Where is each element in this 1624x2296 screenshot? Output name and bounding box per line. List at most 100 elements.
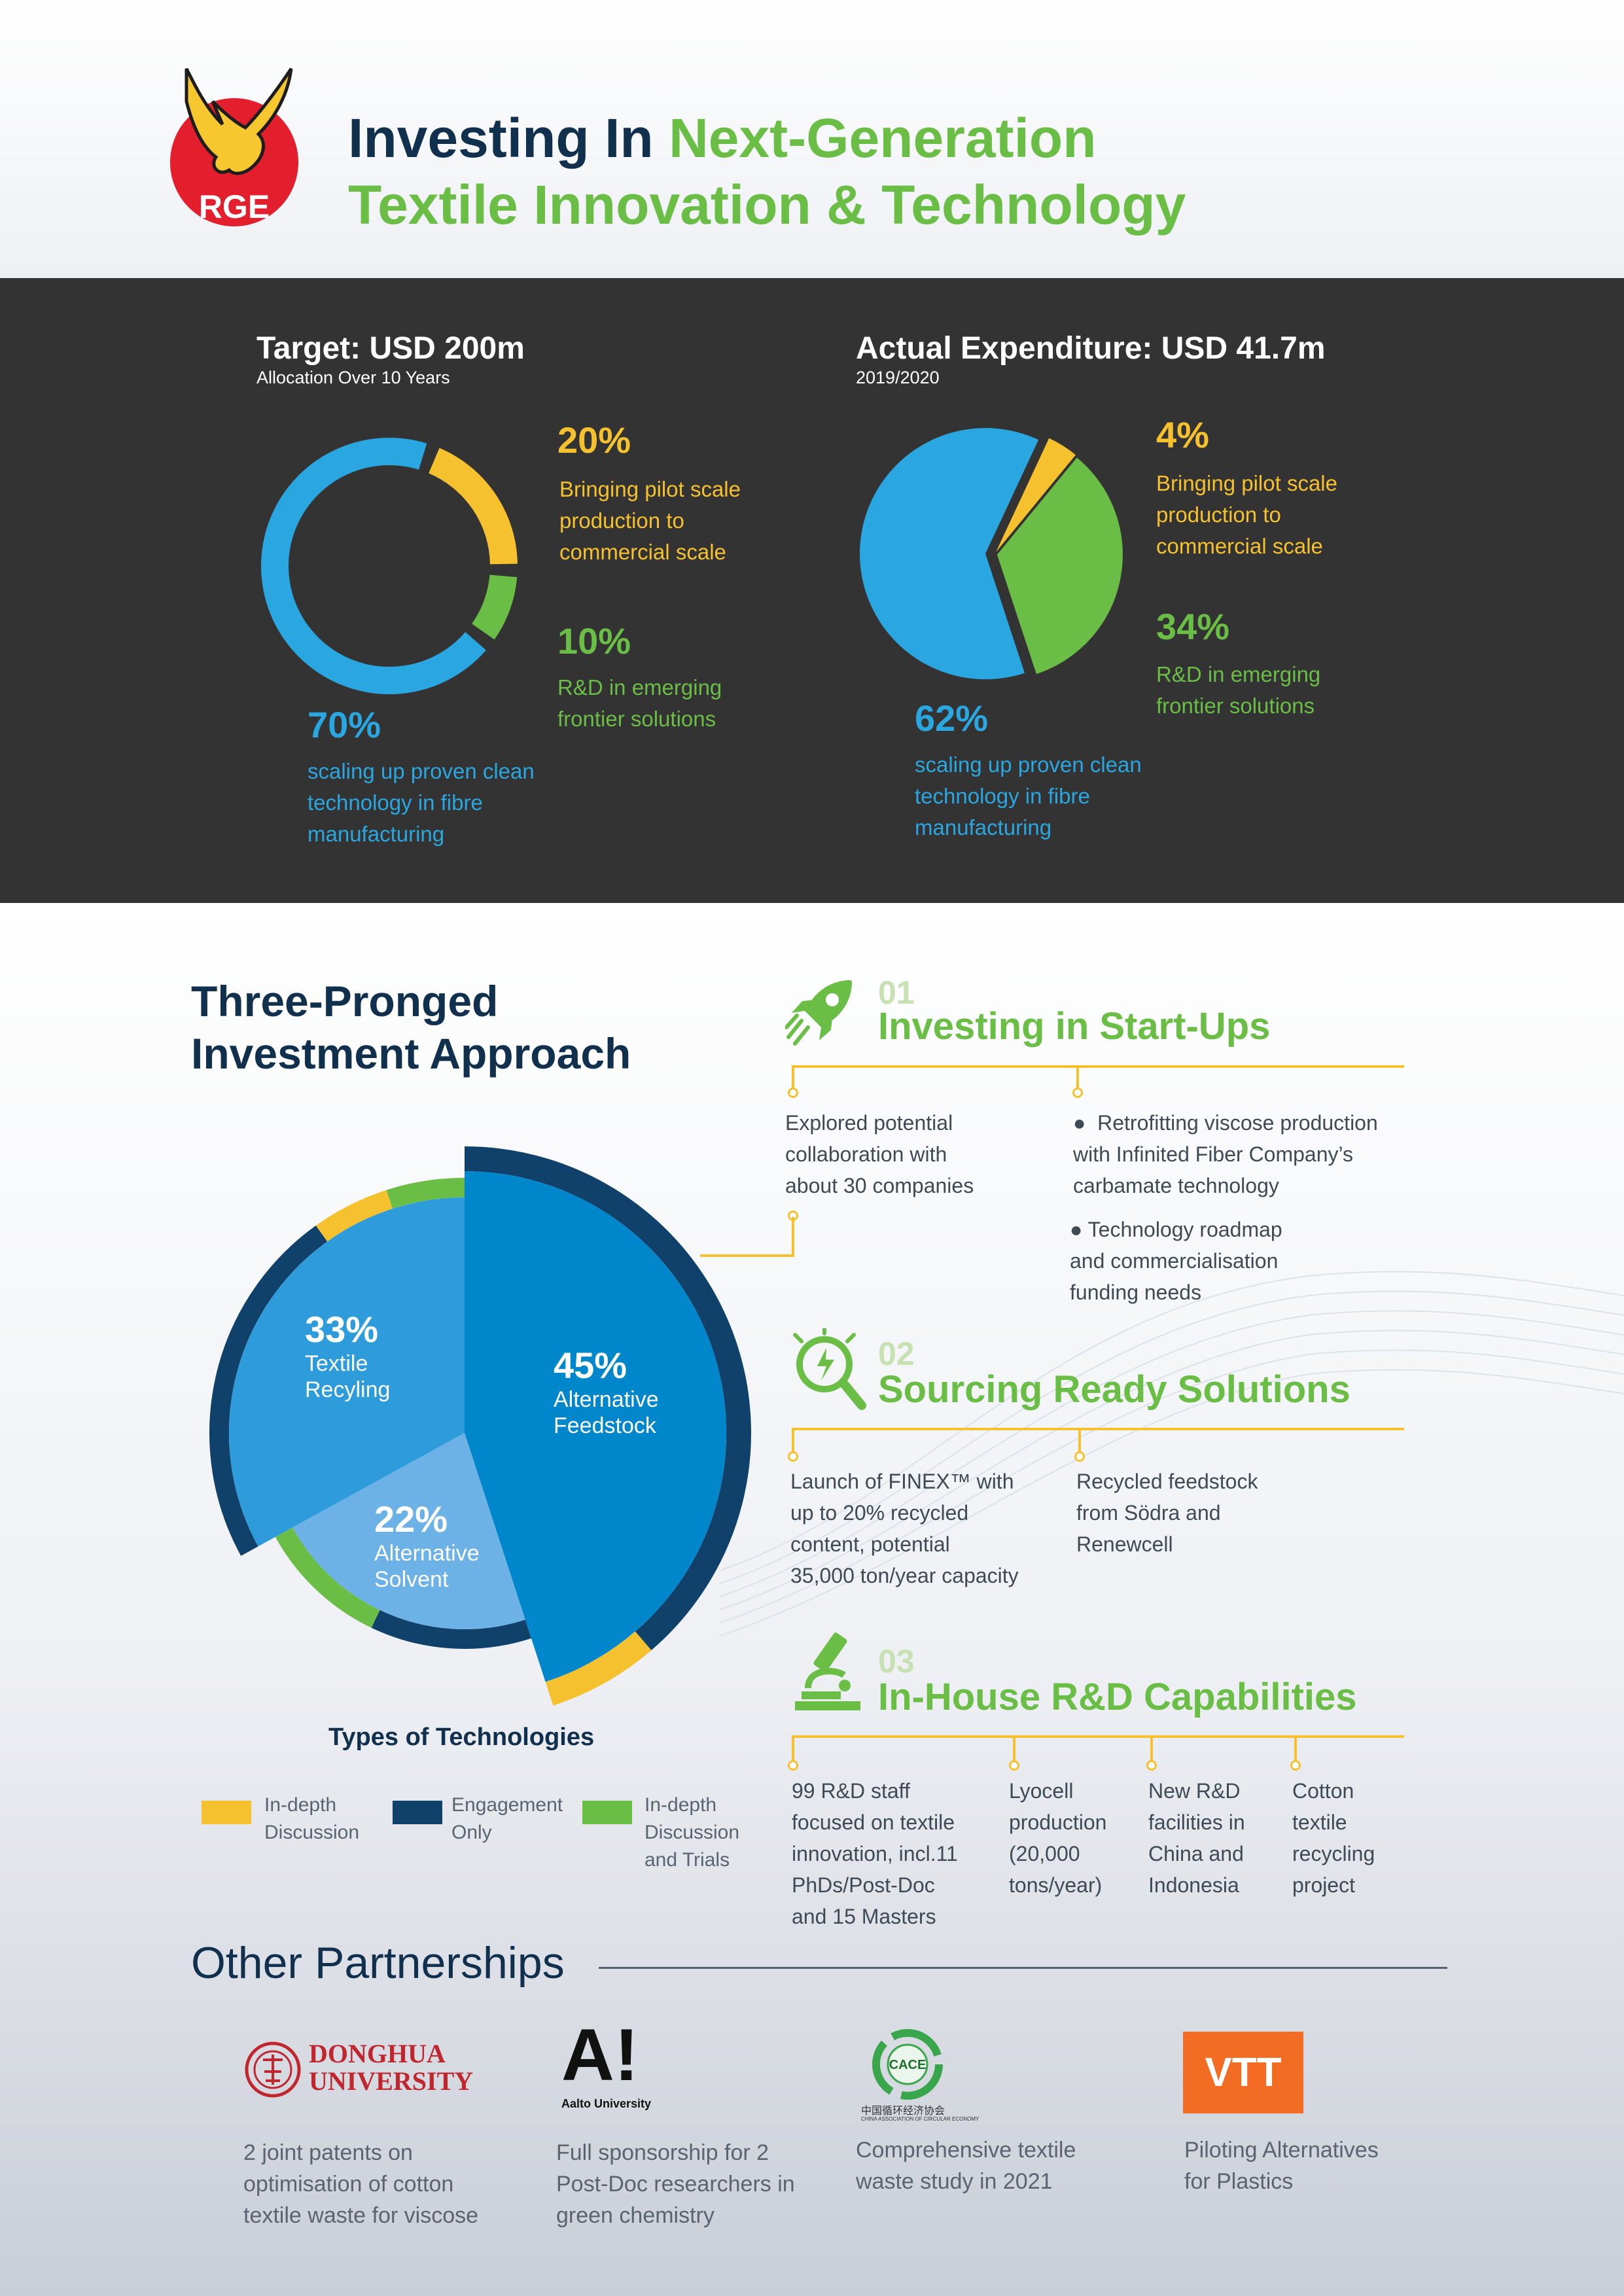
cace-logo-sub2: CHINA ASSOCIATION OF CIRCULAR ECONOMY (861, 2116, 980, 2122)
target-label-pilot: Bringing pilot scale production to comme… (559, 477, 741, 564)
title-line1-green: Next-Generation (669, 107, 1097, 169)
partner-cace-text: Comprehensive textile waste study in 2021 (856, 2134, 1076, 2197)
donghua-logo-line2: UNIVERSITY (309, 2066, 474, 2096)
prong-01-bullet-2-line: and commercialisation (1070, 1249, 1279, 1273)
types-ring-recycling-2 (386, 1178, 465, 1209)
partnerships-rule (599, 1967, 1447, 1969)
prong-03-col1-line: focused on textile (792, 1810, 955, 1834)
prong-03-title: In-House R&D Capabilities (878, 1676, 1357, 1718)
legend-label-yellow: In-depth Discussion (264, 1792, 359, 1846)
prong-02-col1-line: Launch of FINEX™ with (790, 1470, 1014, 1493)
target-pct-rnd: 10% (557, 620, 631, 662)
types-slice-recycling (229, 1197, 465, 1547)
prong-01-bullet-1-line: with Infinited Fiber Company’s (1073, 1142, 1354, 1166)
prong-03-col1-line: and 15 Masters (792, 1905, 936, 1928)
prong-01-bullet-1-line: Retrofitting viscose production (1097, 1111, 1378, 1135)
types-ring-recycling-0 (209, 1226, 328, 1556)
prong-03-dot-3 (1146, 1760, 1157, 1771)
actual-slice-scaling (860, 428, 1039, 680)
partner-vtt-line: Piloting Alternatives (1184, 2138, 1379, 2163)
slice-label-recycling: 33% Textile Recyling (305, 1309, 390, 1403)
page-title: Investing In Next-Generation Textile Inno… (348, 105, 1186, 238)
prong-01-bullet-2-line: Technology roadmap (1087, 1218, 1282, 1241)
target-subtitle: Allocation Over 10 Years (256, 368, 450, 387)
slice-name1-recycling: Textile (305, 1351, 368, 1376)
prong-01-tick-2 (1076, 1065, 1079, 1091)
legend-swatch-yellow (202, 1801, 251, 1824)
prong-02-col1-line: 35,000 ton/year capacity (790, 1564, 1019, 1587)
types-slice-solvent (292, 1433, 525, 1629)
prong-01-dot-2 (1072, 1087, 1083, 1098)
target-pct-pilot: 20% (557, 419, 631, 461)
partner-aalto-line: Full sponsorship for 2 (556, 2140, 769, 2165)
types-ring-solvent-0 (371, 1610, 531, 1649)
target-label-scaling: scaling up proven clean technology in fi… (308, 759, 535, 846)
slice-label-solvent: 22% Alternative Solvent (374, 1498, 480, 1593)
legend-swatch-navy (393, 1801, 442, 1824)
target-slice-rnd (471, 574, 518, 640)
prong-02-col2-line: Recycled feedstock (1076, 1470, 1258, 1493)
partner-donghua-text: 2 joint patents on optimisation of cotton… (243, 2137, 478, 2231)
legend-green-line1: In-depth (644, 1794, 717, 1816)
actual-label-scaling: scaling up proven clean technology in fi… (915, 752, 1142, 839)
donghua-seal-icon (245, 2041, 301, 2098)
legend-yellow-line2: Discussion (264, 1822, 360, 1843)
prong-02-dot-1 (788, 1451, 798, 1462)
prong-03-rule (792, 1735, 1404, 1738)
prong-03-col1: 99 R&D staff focused on textile innovation… (792, 1775, 958, 1932)
prong-01-connector-horizontal (700, 1254, 794, 1257)
prong-01-col1: Explored potential collaboration with abou… (785, 1107, 974, 1201)
prong-01-dot-1 (788, 1087, 798, 1098)
prong-03-dot-1 (788, 1760, 798, 1771)
actual-subtitle: 2019/2020 (856, 368, 940, 387)
actual-label-rnd: R&D in emerging frontier solutions (1156, 662, 1321, 718)
prong-02-col1: Launch of FINEX™ with up to 20% recycled c… (790, 1466, 1019, 1591)
actual-slice-rnd (997, 457, 1123, 675)
vtt-logo: VTT (1183, 2032, 1303, 2113)
prong-02-title: Sourcing Ready Solutions (878, 1368, 1350, 1411)
cace-logo-sub: 中国循环经济协会 (861, 2106, 945, 2117)
partner-vtt-text: Piloting Alternatives for Plastics (1184, 2134, 1379, 2197)
prong-01-bullet-1: ● Retrofitting viscose production with In… (1073, 1107, 1378, 1201)
prong-02-col1-line: content, potential (790, 1532, 950, 1556)
types-ring-feedstock-0 (464, 1146, 751, 1651)
legend-navy-line2: Only (451, 1822, 492, 1843)
prong-02-col2-line: Renewcell (1076, 1532, 1173, 1556)
prong-03-dot-2 (1009, 1760, 1019, 1771)
actual-slice-pilot (996, 438, 1076, 552)
prong-03-col2-line: tons/year) (1009, 1873, 1103, 1897)
prong-02-col2-line: from Södra and (1076, 1501, 1221, 1525)
microscope-icon (795, 1633, 860, 1710)
prong-01-title: Investing in Start-Ups (878, 1005, 1271, 1048)
aalto-logo: A! (561, 2014, 639, 2096)
prong-03-col3-line: China and (1148, 1842, 1244, 1865)
partner-donghua-line: optimisation of cotton (243, 2172, 454, 2197)
prong-02-tick-1 (792, 1428, 794, 1455)
slice-name1-solvent: Alternative (374, 1541, 480, 1566)
prong-02-col1-line: up to 20% recycled (790, 1501, 969, 1525)
partner-cace-line: Comprehensive textile (856, 2138, 1076, 2163)
slice-pct-solvent: 22% (374, 1498, 448, 1540)
prong-03-col1-line: 99 R&D staff (792, 1779, 910, 1803)
target-label-rnd: R&D in emerging frontier solutions (557, 675, 722, 731)
slice-name1-feedstock: Alternative (554, 1387, 659, 1412)
prong-03-dot-4 (1290, 1760, 1301, 1771)
target-slice-scaling (261, 438, 486, 694)
budget-section (0, 278, 1624, 903)
partner-aalto-line: Post-Doc researchers in (556, 2172, 795, 2197)
prong-03-col4: Cotton textile recycling project (1292, 1775, 1375, 1901)
target-title: Target: USD 200m (256, 331, 525, 366)
legend-yellow-line1: In-depth (264, 1794, 337, 1816)
prong-03-col2-line: Lyocell (1009, 1779, 1074, 1803)
prong-03-col3-line: New R&D (1148, 1779, 1241, 1803)
partner-aalto-text: Full sponsorship for 2 Post-Doc researche… (556, 2137, 795, 2231)
types-ring-solvent-1 (275, 1527, 380, 1628)
target-slice-pilot (428, 448, 518, 565)
bullet-dot: ● (1073, 1111, 1098, 1135)
legend-navy-line1: Engagement (451, 1794, 563, 1816)
slice-name2-solvent: Solvent (374, 1567, 449, 1592)
prong-01-col1-line: collaboration with (785, 1142, 947, 1166)
actual-title: Actual Expenditure: USD 41.7m (856, 331, 1326, 366)
partner-donghua-line: 2 joint patents on (243, 2140, 413, 2165)
approach-title-line1: Three-Pronged (191, 977, 499, 1025)
